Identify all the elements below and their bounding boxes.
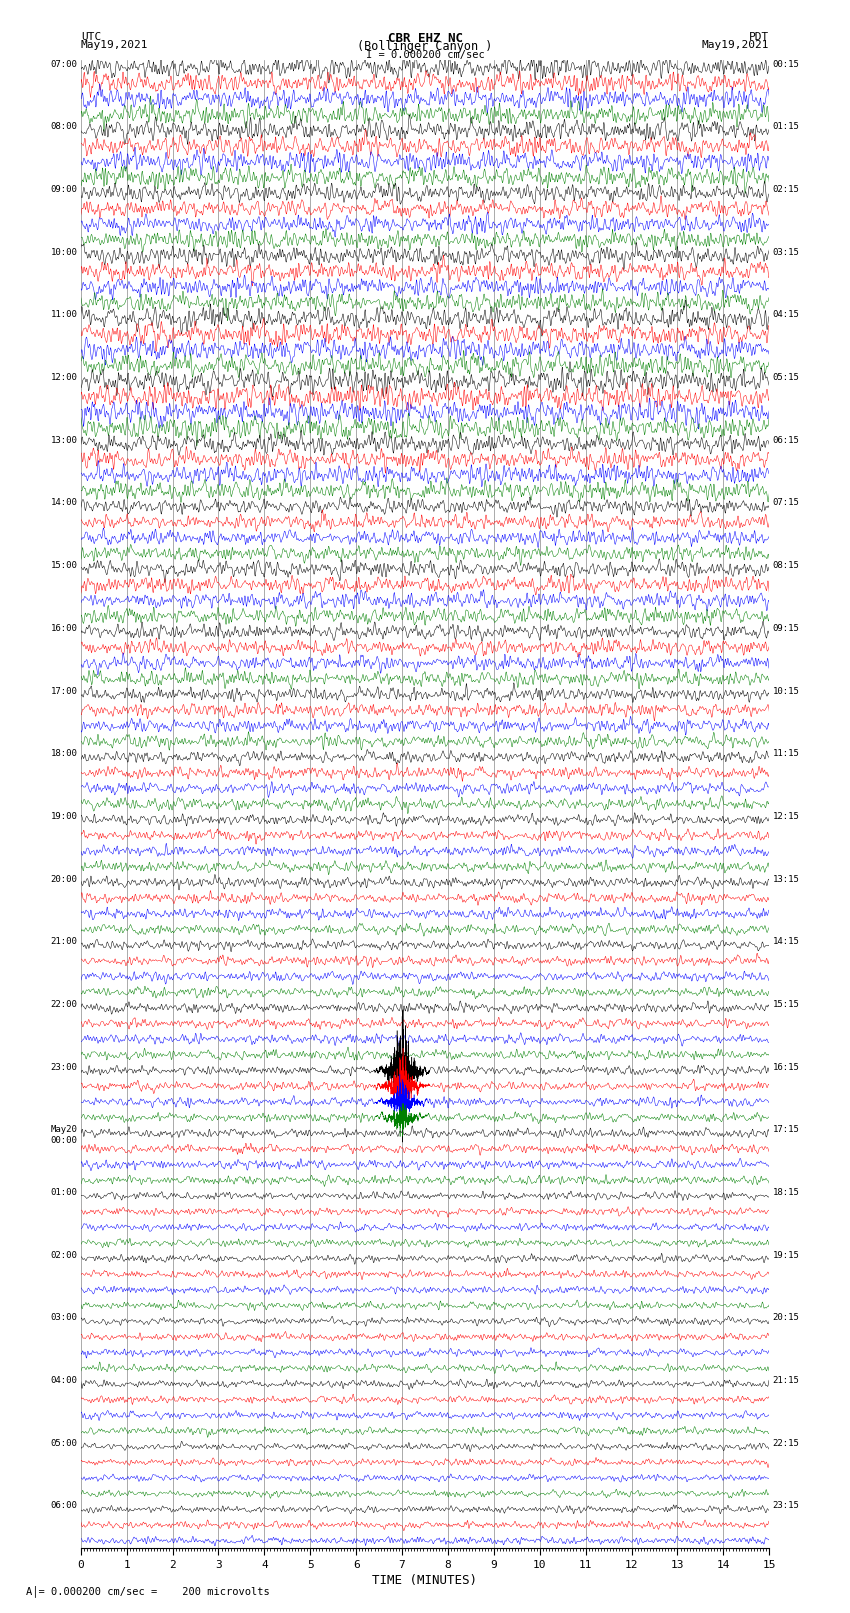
Text: 10:15: 10:15 xyxy=(773,687,800,695)
Text: 15:15: 15:15 xyxy=(773,1000,800,1010)
Text: 18:15: 18:15 xyxy=(773,1189,800,1197)
Text: CBR EHZ NC: CBR EHZ NC xyxy=(388,32,462,45)
Text: 13:00: 13:00 xyxy=(50,436,77,445)
Text: UTC: UTC xyxy=(81,32,101,42)
Text: 07:00: 07:00 xyxy=(50,60,77,69)
Text: 05:15: 05:15 xyxy=(773,373,800,382)
Text: 08:00: 08:00 xyxy=(50,123,77,131)
Text: 11:00: 11:00 xyxy=(50,310,77,319)
Text: 00:15: 00:15 xyxy=(773,60,800,69)
Text: (Bollinger Canyon ): (Bollinger Canyon ) xyxy=(357,40,493,53)
Text: 06:00: 06:00 xyxy=(50,1502,77,1510)
Text: May19,2021: May19,2021 xyxy=(81,40,148,50)
Text: 10:00: 10:00 xyxy=(50,248,77,256)
Text: 03:00: 03:00 xyxy=(50,1313,77,1323)
Text: 06:15: 06:15 xyxy=(773,436,800,445)
Text: 02:00: 02:00 xyxy=(50,1250,77,1260)
Text: 21:00: 21:00 xyxy=(50,937,77,947)
Text: 16:15: 16:15 xyxy=(773,1063,800,1071)
Text: 11:15: 11:15 xyxy=(773,748,800,758)
Text: 17:00: 17:00 xyxy=(50,687,77,695)
Text: 20:15: 20:15 xyxy=(773,1313,800,1323)
Text: 04:00: 04:00 xyxy=(50,1376,77,1386)
Text: 20:00: 20:00 xyxy=(50,874,77,884)
Text: May19,2021: May19,2021 xyxy=(702,40,769,50)
Text: 19:00: 19:00 xyxy=(50,811,77,821)
Text: 23:00: 23:00 xyxy=(50,1063,77,1071)
Text: 09:00: 09:00 xyxy=(50,185,77,194)
Text: 01:15: 01:15 xyxy=(773,123,800,131)
Text: 08:15: 08:15 xyxy=(773,561,800,569)
Text: 13:15: 13:15 xyxy=(773,874,800,884)
Text: 17:15: 17:15 xyxy=(773,1126,800,1134)
Text: 15:00: 15:00 xyxy=(50,561,77,569)
Text: 14:00: 14:00 xyxy=(50,498,77,508)
Text: PDT: PDT xyxy=(749,32,769,42)
Text: 07:15: 07:15 xyxy=(773,498,800,508)
X-axis label: TIME (MINUTES): TIME (MINUTES) xyxy=(372,1574,478,1587)
Text: 05:00: 05:00 xyxy=(50,1439,77,1448)
Text: A│= 0.000200 cm/sec =    200 microvolts: A│= 0.000200 cm/sec = 200 microvolts xyxy=(26,1586,269,1597)
Text: 01:00: 01:00 xyxy=(50,1189,77,1197)
Text: 16:00: 16:00 xyxy=(50,624,77,632)
Text: May20
00:00: May20 00:00 xyxy=(50,1126,77,1145)
Text: 04:15: 04:15 xyxy=(773,310,800,319)
Text: 12:15: 12:15 xyxy=(773,811,800,821)
Text: 22:15: 22:15 xyxy=(773,1439,800,1448)
Text: 09:15: 09:15 xyxy=(773,624,800,632)
Text: 21:15: 21:15 xyxy=(773,1376,800,1386)
Text: 22:00: 22:00 xyxy=(50,1000,77,1010)
Text: 18:00: 18:00 xyxy=(50,748,77,758)
Text: 19:15: 19:15 xyxy=(773,1250,800,1260)
Text: 03:15: 03:15 xyxy=(773,248,800,256)
Text: 12:00: 12:00 xyxy=(50,373,77,382)
Text: I = 0.000200 cm/sec: I = 0.000200 cm/sec xyxy=(366,50,484,60)
Text: 14:15: 14:15 xyxy=(773,937,800,947)
Text: 02:15: 02:15 xyxy=(773,185,800,194)
Text: 23:15: 23:15 xyxy=(773,1502,800,1510)
